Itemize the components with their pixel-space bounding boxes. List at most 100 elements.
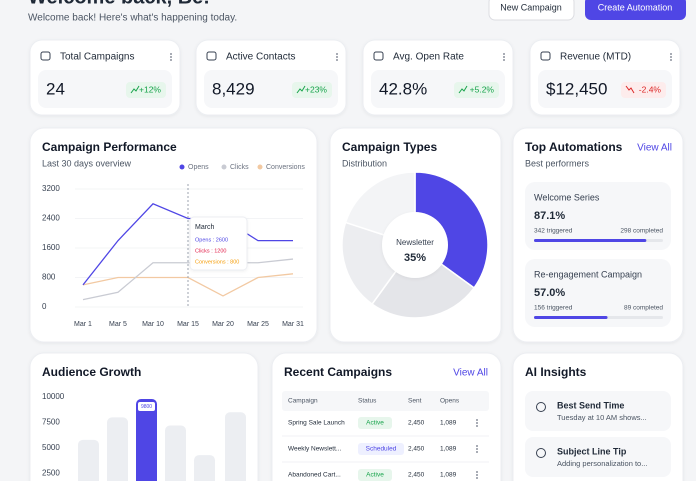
stat-icon: [40, 51, 51, 61]
automation-completed: 89 completed: [624, 305, 663, 312]
table-header: Opens: [440, 398, 460, 405]
menu-dot[interactable]: [476, 419, 478, 421]
stat-value: 8,429: [212, 79, 255, 98]
stat-box: [371, 70, 505, 108]
status-pill: [358, 469, 392, 481]
insight-text: Adding personalization to...: [557, 459, 647, 468]
legend-marker: [221, 164, 227, 170]
status-label: Scheduled: [366, 446, 397, 453]
menu-dot[interactable]: [476, 448, 478, 450]
button-label[interactable]: New Campaign: [500, 2, 562, 12]
y-tick-label: 10000: [42, 392, 65, 401]
card-title: AI Insights: [525, 365, 587, 379]
status-label: Active: [366, 420, 384, 427]
menu-dot[interactable]: [170, 56, 172, 58]
menu-dot[interactable]: [336, 56, 338, 58]
y-tick-label: 3200: [42, 184, 60, 193]
card-title: Recent Campaigns: [284, 365, 392, 379]
bar: [225, 412, 246, 481]
trend-badge: [454, 82, 499, 98]
page-subtitle: Welcome back! Here's what's happening to…: [28, 13, 237, 24]
table-cell: 2,450: [408, 472, 425, 479]
y-tick-label: 1600: [42, 243, 60, 252]
trend-label: +12%: [139, 84, 161, 94]
table-header: Sent: [408, 398, 422, 405]
stat-value: 42.8%: [379, 79, 427, 98]
stat-icon: [540, 51, 551, 61]
insight-text: Tuesday at 10 AM shows...: [557, 413, 647, 422]
button-label[interactable]: Create Automation: [598, 2, 673, 12]
button[interactable]: [488, 0, 575, 21]
table-header: Campaign: [288, 398, 318, 405]
automation-triggered: 342 triggered: [534, 228, 573, 235]
menu-dot[interactable]: [170, 59, 172, 61]
automation-rate: 87.1%: [534, 210, 565, 222]
page-title: Welcome back, Be!: [28, 0, 210, 8]
stat-box: [38, 70, 172, 108]
automation-item: [525, 259, 671, 327]
status-pill: [358, 417, 392, 429]
menu-dot[interactable]: [476, 425, 478, 427]
menu-dot[interactable]: [170, 53, 172, 55]
menu-dot[interactable]: [336, 53, 338, 55]
menu-dot[interactable]: [503, 56, 505, 58]
tooltip: [189, 216, 248, 271]
menu-dot[interactable]: [476, 471, 478, 473]
y-tick-label: 2500: [42, 469, 60, 478]
legend-label: Clicks: [230, 164, 249, 171]
menu-dot[interactable]: [476, 474, 478, 476]
menu-dot[interactable]: [670, 56, 672, 58]
status-pill: [358, 443, 404, 455]
menu-dot[interactable]: [476, 445, 478, 447]
bar-label-bg: [138, 402, 155, 412]
x-tick-label: Mar 25: [247, 321, 269, 328]
table-cell: Abandoned Cart...: [288, 472, 341, 479]
progress-bar: [534, 239, 647, 242]
table-cell: 1,089: [440, 446, 457, 453]
line-series: [82, 258, 294, 301]
insight-icon: [536, 448, 546, 458]
table-header-bg: [282, 391, 489, 411]
bar: [136, 399, 157, 481]
pie-slice: [371, 243, 476, 319]
stat-title: Total Campaigns: [60, 52, 134, 63]
automation-completed: 298 completed: [620, 228, 663, 235]
x-tick-label: Mar 5: [109, 321, 127, 328]
menu-dot[interactable]: [670, 53, 672, 55]
menu-dot[interactable]: [503, 59, 505, 61]
legend-label: Conversions: [266, 164, 305, 171]
menu-dot[interactable]: [336, 59, 338, 61]
link[interactable]: View All: [637, 143, 672, 154]
x-tick-label: Mar 31: [282, 321, 304, 328]
menu-dot[interactable]: [476, 422, 478, 424]
table-cell: 2,450: [408, 446, 425, 453]
progress-bar: [534, 316, 608, 319]
line-series: [82, 202, 293, 286]
table-cell: 2,450: [408, 420, 425, 427]
button[interactable]: [585, 0, 686, 20]
menu-dot[interactable]: [476, 451, 478, 453]
bar: [107, 417, 128, 481]
y-tick-label: 5000: [42, 443, 60, 452]
x-tick-label: Mar 10: [142, 321, 164, 328]
menu-dot[interactable]: [476, 477, 478, 479]
chart-title: Audience Growth: [42, 365, 141, 379]
trend-badge: [292, 82, 332, 98]
tooltip-line: Clicks : 1200: [195, 248, 227, 254]
menu-dot[interactable]: [670, 59, 672, 61]
trend-icon: [130, 85, 140, 94]
stat-box: [204, 70, 338, 108]
trend-icon: [458, 85, 468, 94]
link[interactable]: View All: [453, 368, 488, 379]
trend-label: -2.4%: [639, 84, 662, 94]
center-label: Newsletter: [396, 238, 434, 247]
card-title: Top Automations: [525, 140, 623, 154]
automation-rate: 57.0%: [534, 287, 565, 299]
stat-title: Avg. Open Rate: [393, 52, 464, 63]
legend-marker: [179, 164, 185, 170]
insight-item: [525, 391, 671, 431]
table-header: Status: [358, 398, 377, 405]
chart-title: Campaign Types: [342, 140, 437, 154]
menu-dot[interactable]: [503, 53, 505, 55]
